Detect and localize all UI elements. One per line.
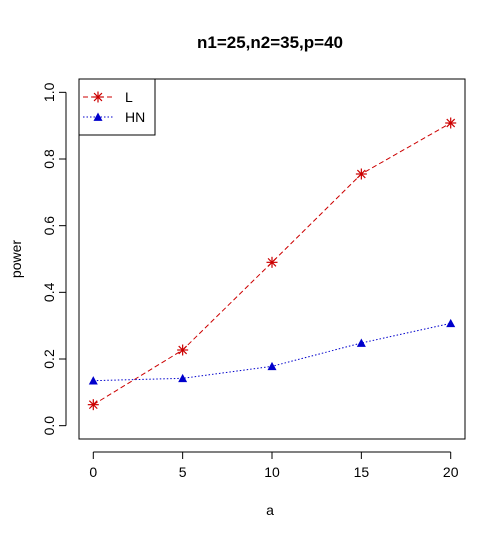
legend-marker-l [92,91,104,103]
x-axis-label: a [266,502,274,518]
data-point-l-stroke [446,118,456,128]
data-point-hn [178,373,188,383]
data-point-hn [88,376,98,385]
legend-label-hn: HN [125,109,145,125]
legend-label-l: L [125,89,133,105]
legend-marker-hn [93,112,103,121]
data-point-l-stroke [356,169,366,179]
y-tick-label: 0.2 [41,349,57,369]
legend: L HN [78,78,156,136]
x-tick-label: 0 [89,464,97,480]
y-axis: 0.0 0.2 0.4 0.6 0.8 1.0 [41,82,67,436]
y-tick-label: 0.8 [41,149,57,169]
data-point-hn [446,318,456,328]
data-point-l [87,399,99,411]
x-tick-label: 15 [354,464,370,480]
series-line-hn [93,322,451,382]
y-axis-label: power [8,240,24,278]
data-point-l-stroke [267,257,277,267]
data-point-l [266,256,278,268]
data-point-l-stroke [178,345,188,355]
x-tick-label: 5 [179,464,187,480]
plot-frame [78,78,466,440]
y-tick-label: 0.0 [41,416,57,436]
y-tick-label: 0.4 [41,282,57,302]
series-l [87,117,457,411]
series-layer [87,117,457,411]
legend-marker-l-stroke [93,92,103,102]
data-point-l [177,344,189,356]
data-point-hn [267,361,277,371]
y-tick-label: 0.6 [41,216,57,236]
chart-title: n1=25,n2=35,p=40 [197,33,343,52]
legend-box [78,78,156,136]
series-hn [88,318,456,385]
x-tick-label: 20 [443,464,459,480]
x-tick-label: 10 [264,464,280,480]
y-tick-label: 1.0 [41,82,57,102]
data-point-hn [356,338,366,347]
data-point-l [445,117,457,129]
x-axis: 0 5 10 15 20 [89,451,459,480]
data-point-l [355,168,367,180]
data-point-l-stroke [88,400,98,410]
